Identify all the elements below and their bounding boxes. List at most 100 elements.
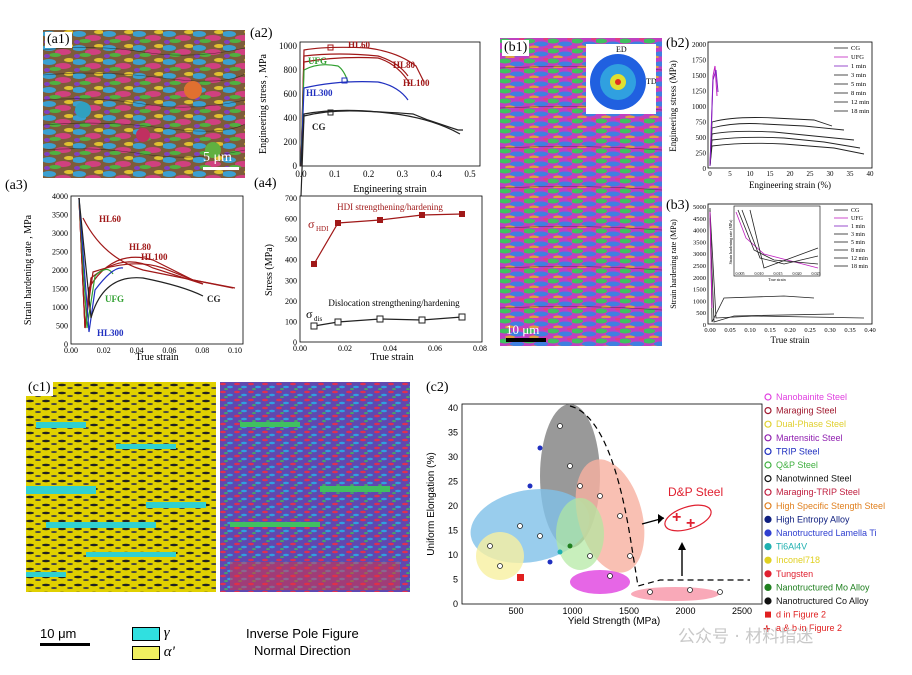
a4-y-tick: 600	[285, 215, 297, 224]
c1-phase-legend: γ α'	[132, 624, 175, 662]
c2-legend-entry: Maraging Steel	[776, 406, 837, 416]
svg-text:+: +	[686, 515, 695, 532]
panel-b2: (b2) Engineering stress (MPa) Engineerin…	[664, 36, 876, 202]
c2-legend-entry: Nanotructured Lamella Ti	[776, 528, 877, 538]
b2-y-tick: 500	[696, 134, 707, 142]
b3-inset-x-tick: 0.005	[736, 271, 745, 276]
c2-chart: Uniform Elongation (%) Yield Strength (M…	[426, 392, 885, 636]
legend-entry: 1 min	[851, 63, 867, 70]
c2-y-tick: 5	[453, 575, 458, 585]
c1-ipf-caption: Inverse Pole Figure Normal Direction	[246, 625, 359, 659]
a3-label-hl300: HL300	[97, 328, 124, 338]
b2-x-tick: 10	[747, 170, 755, 178]
a2-ylabel: Engineering stress , MPa	[258, 53, 269, 154]
b3-chart: Strain hardening rate (MPa) True strain …	[669, 203, 876, 345]
c2-legend-marker	[765, 611, 771, 618]
ipf-subtitle: Normal Direction	[253, 643, 351, 658]
a4-y-tick: 300	[285, 276, 297, 285]
legend-entry: 12 min	[851, 99, 870, 106]
a3-y-tick: 3500	[52, 211, 68, 220]
b3-inset-x-tick: 0.020	[793, 271, 802, 276]
b3-y-tick: 3000	[693, 251, 706, 258]
a2-y-tick: 600	[284, 89, 298, 99]
legend-entry: 8 min	[851, 90, 867, 97]
a2-xlabel: Engineering strain	[353, 184, 427, 195]
c2-x-tick: 1000	[562, 606, 582, 616]
panel-label-b1: (b1)	[502, 40, 530, 56]
a3-label-hl80: HL80	[129, 242, 152, 252]
c2-dp-label: D&P Steel	[668, 485, 723, 499]
b3-y-tick: 2500	[693, 263, 706, 270]
b3-y-tick: 3500	[693, 239, 706, 246]
b2-x-tick: 15	[767, 170, 775, 178]
legend-alpha: α'	[132, 643, 175, 662]
a2-y-tick: 200	[284, 137, 298, 147]
c2-x-tick: 500	[508, 606, 523, 616]
b3-inset-x-tick: 0.015	[774, 271, 783, 276]
legend-entry: 1 min	[851, 224, 865, 230]
a2-label-hl60: HL60	[348, 40, 371, 50]
b2-y-tick: 250	[696, 150, 707, 158]
b2-x-tick: 5	[728, 170, 732, 178]
a1-scale-text: 5 μm	[203, 150, 232, 165]
a2-x-tick: 0.1	[329, 169, 340, 179]
b3-x-tick: 0.05	[724, 327, 735, 334]
b3-y-tick: 4000	[693, 228, 706, 235]
legend-entry: 18 min	[851, 264, 868, 270]
a3-y-tick: 1500	[52, 285, 68, 294]
a2-y-tick: 800	[284, 65, 298, 75]
b2-chart: Engineering stress (MPa) Engineering str…	[668, 41, 874, 190]
a3-y-tick: 3000	[52, 229, 68, 238]
panel-a4: (a4) Stress (MPa) True strain 0 100 200 300…	[252, 176, 492, 368]
a3-x-tick: 0.00	[64, 346, 78, 355]
a2-x-tick: 0.5	[464, 169, 476, 179]
b1-scale-text: 10 μm	[506, 322, 540, 337]
c2-xlabel: Yield Strength (MPa)	[568, 616, 660, 627]
c2-y-tick: 0	[453, 599, 458, 609]
b2-x-tick: 20	[787, 170, 795, 178]
a3-label-cg: CG	[207, 294, 221, 304]
a3-label-hl100: HL100	[141, 252, 168, 262]
c2-legend-marker	[764, 556, 772, 564]
a4-dis-sub: dis	[314, 315, 322, 323]
a4-x-tick: 0.00	[293, 344, 307, 353]
c2-legend-entry: High Entropy Alloy	[776, 514, 850, 524]
panel-label-a3: (a3)	[3, 178, 30, 194]
panel-a2: (a2) Engineering stress , MPa Engineerin…	[248, 26, 488, 198]
a4-xlabel: True strain	[370, 352, 413, 363]
c2-y-tick: 30	[448, 452, 458, 462]
c2-legend-entry: Q&P Steel	[776, 460, 818, 470]
a4-y-tick: 700	[285, 194, 297, 203]
b2-y-tick: 0	[703, 165, 707, 173]
c1-scale-text: 10 μm	[40, 626, 77, 641]
b2-ylabel: Engineering stress (MPa)	[668, 60, 678, 151]
c2-legend-entry: Nanobainite Steel	[776, 392, 847, 402]
panel-c1: (c1) 10 μm γ α' Inverse Pole Figure Norm…	[24, 380, 414, 662]
a3-ylabel: Strain hardening rate , MPa	[23, 214, 34, 325]
b3-y-tick: 2000	[693, 275, 706, 282]
c1-ipf-map	[220, 382, 410, 592]
legend-entry: 5 min	[851, 81, 867, 88]
a2-chart: Engineering stress , MPa Engineering str…	[258, 40, 481, 197]
panel-label-c2: (c2)	[424, 380, 451, 396]
c2-legend-entry: Maraging-TRIP Steel	[776, 487, 860, 497]
a3-x-tick: 0.08	[195, 346, 209, 355]
c2-legend-marker	[764, 583, 772, 591]
a1-scale-bar: 5 μm	[203, 150, 239, 170]
a3-x-tick: 0.02	[97, 346, 111, 355]
b3-x-tick: 0.20	[784, 327, 795, 334]
b2-y-tick: 1000	[692, 103, 707, 111]
a3-x-tick: 0.10	[228, 346, 242, 355]
c2-legend-entry: d in Figure 2	[776, 610, 826, 620]
a4-x-tick: 0.06	[428, 344, 442, 353]
b3-y-tick: 4500	[693, 216, 706, 223]
a3-x-tick: 0.06	[162, 346, 176, 355]
c2-legend-entry: Nanotructured Mo Alloy	[776, 582, 870, 592]
b2-y-tick: 750	[696, 119, 707, 127]
b3-x-tick: 0.00	[704, 327, 715, 334]
legend-entry: 8 min	[851, 248, 865, 254]
svg-text:+: +	[672, 509, 681, 526]
a2-label-hl300: HL300	[306, 88, 333, 98]
panel-a3: (a3) Strain hardening rate , MPa True st…	[3, 178, 250, 366]
c2-legend-marker	[764, 393, 772, 401]
